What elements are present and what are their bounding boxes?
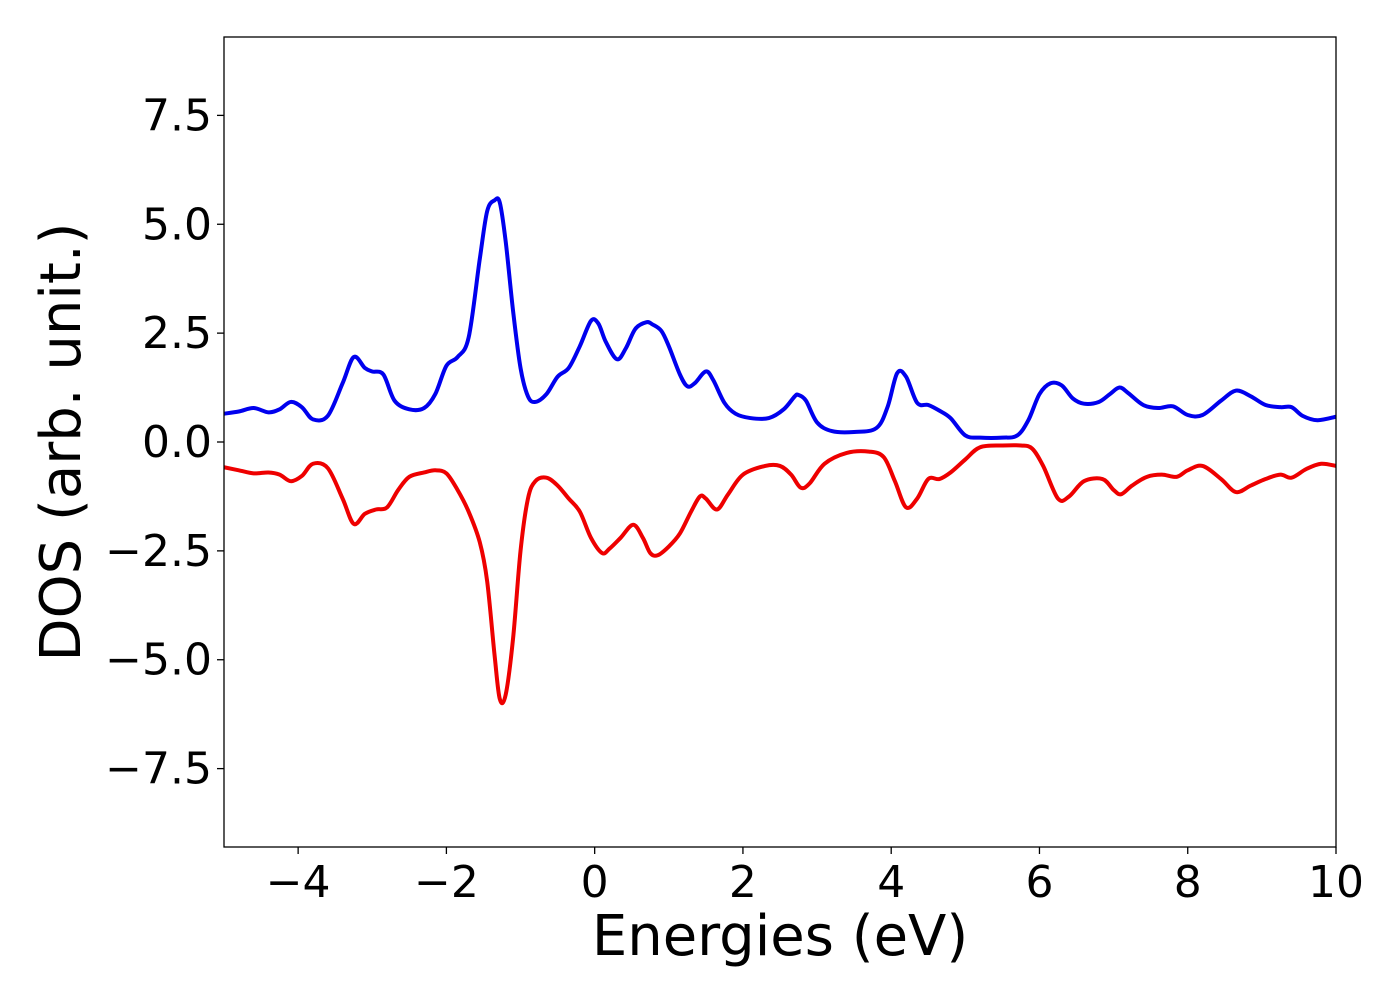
x-axis: −4 −2 0 2 4 6 8 10	[266, 847, 1364, 908]
x-tick-label: 6	[1025, 857, 1053, 908]
y-tick-label: 0.0	[142, 417, 212, 468]
y-tick-label: −2.5	[105, 526, 212, 577]
x-tick-label: −4	[266, 857, 331, 908]
x-tick-label: 4	[877, 857, 905, 908]
series-line-up	[223, 196, 1337, 440]
y-tick-label: −7.5	[105, 744, 212, 795]
x-tick-label: 8	[1174, 857, 1202, 908]
y-tick-label: −5.0	[105, 635, 212, 686]
y-tick-label: 7.5	[142, 90, 212, 141]
x-tick-label: 10	[1308, 857, 1364, 908]
series-line-down	[223, 443, 1337, 706]
y-axis-label: DOS (arb. unit.)	[29, 222, 94, 661]
y-tick-label: 5.0	[142, 199, 212, 250]
y-tick-label: 2.5	[142, 308, 212, 359]
x-tick-label: 2	[729, 857, 757, 908]
x-axis-label: Energies (eV)	[592, 904, 968, 969]
plot-frame	[223, 36, 1337, 848]
x-tick-label: −2	[414, 857, 479, 908]
x-tick-label: 0	[581, 857, 609, 908]
series-layer	[223, 196, 1337, 706]
y-axis: −7.5 −5.0 −2.5 0.0 2.5 5.0 7.5	[105, 90, 224, 795]
